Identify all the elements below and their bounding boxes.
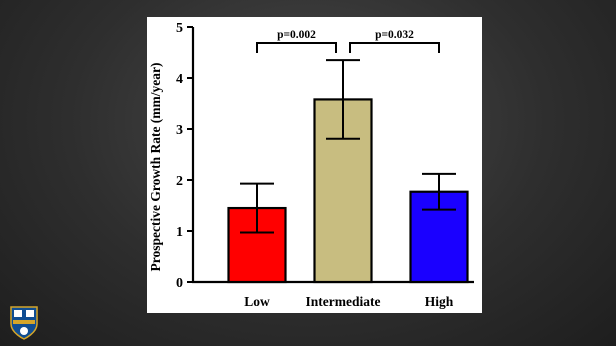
error-bars	[240, 59, 456, 234]
y-tick-label: 1	[176, 225, 183, 240]
category-label: Low	[244, 294, 270, 309]
y-tick-label: 2	[176, 174, 183, 189]
bars	[227, 98, 469, 284]
figure-panel: Prospective Growth Rate (mm/year) 0 1 2 3 4 5…	[147, 17, 482, 313]
y-tick-label: 5	[176, 21, 183, 36]
p-value-label: p=0.002	[277, 29, 316, 41]
y-ticks: 0 1 2 3 4 5	[176, 21, 193, 291]
category-label: High	[425, 294, 454, 309]
y-axis-label: Prospective Growth Rate (mm/year)	[148, 62, 163, 271]
category-label: Intermediate	[306, 294, 381, 309]
significance-bracket	[349, 42, 440, 53]
y-tick-label: 0	[176, 276, 183, 291]
university-shield-logo-icon	[10, 306, 38, 340]
y-tick-label: 4	[176, 72, 183, 87]
p-value-label: p=0.032	[375, 29, 414, 41]
significance-bracket	[256, 42, 337, 53]
bar-chart: Prospective Growth Rate (mm/year) 0 1 2 3 4 5…	[148, 21, 474, 309]
significance-annotations: p=0.002 p=0.032	[256, 29, 440, 53]
y-tick-label: 3	[176, 123, 183, 138]
category-labels: Low Intermediate High	[244, 294, 454, 309]
